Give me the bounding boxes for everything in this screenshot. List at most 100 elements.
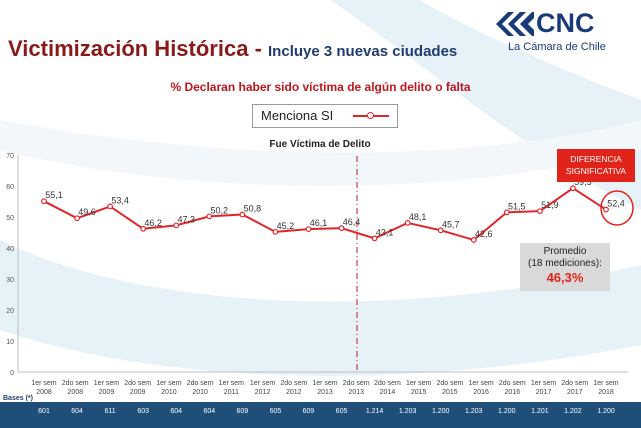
bases-label: Bases (*) [3, 395, 33, 402]
data-point [536, 208, 543, 215]
cnc-logo: CNC La Cámara de Chile [494, 8, 634, 56]
data-point [603, 206, 609, 213]
x-tick-label: 1er sem [94, 380, 119, 387]
base-value: 1.200 [597, 408, 615, 415]
x-tick-year: 2015 [442, 389, 458, 396]
legend-label: Menciona SI [261, 108, 334, 123]
base-value: 611 [105, 408, 116, 415]
base-value: 1.214 [366, 408, 384, 415]
x-tick-year: 2010 [161, 389, 177, 396]
base-value: 1.200 [498, 408, 516, 415]
badge-line-1: DIFERENCIA [570, 154, 622, 164]
y-tick-label: 70 [6, 153, 14, 160]
data-point [140, 225, 147, 232]
base-value: 1.203 [399, 408, 417, 415]
data-point [371, 235, 378, 242]
data-label: 51,5 [508, 201, 526, 211]
x-tick-label: 2do sem [561, 380, 588, 387]
x-tick-label: 2do sem [187, 380, 214, 387]
x-tick-label: 2do sem [62, 380, 89, 387]
x-tick-label: 2do sem [280, 380, 307, 387]
data-label: 49,6 [78, 207, 96, 217]
data-label: 46,2 [144, 218, 162, 228]
base-value: 609 [303, 408, 315, 415]
data-label: 48,1 [409, 212, 427, 222]
y-tick-label: 20 [6, 308, 14, 315]
x-tick-label: 2do sem [374, 380, 401, 387]
data-point [173, 222, 180, 229]
data-label: 45,7 [442, 219, 460, 229]
x-tick-label: 2do sem [436, 380, 463, 387]
logo-tagline: La Cámara de Chile [508, 41, 606, 53]
y-tick-label: 30 [6, 277, 14, 284]
x-tick-year: 2012 [286, 389, 302, 396]
base-value: 605 [336, 408, 348, 415]
data-point [570, 185, 576, 192]
x-tick-year: 2016 [505, 389, 521, 396]
base-value: 1.203 [465, 408, 483, 415]
x-tick-label: 1er sem [593, 380, 618, 387]
x-tick-label: 1er sem [31, 380, 56, 387]
page-title-main: Victimización Histórica - [8, 36, 269, 61]
significant-difference-badge: DIFERENCIA SIGNIFICATIVA [557, 149, 635, 182]
base-value: 605 [270, 408, 282, 415]
data-label: 55,1 [45, 190, 63, 200]
data-label: 47,3 [177, 214, 195, 224]
badge-line-2: SIGNIFICATIVA [565, 166, 627, 176]
x-tick-label: 1er sem [219, 380, 244, 387]
data-point [206, 213, 213, 220]
base-value: 1.202 [564, 408, 582, 415]
data-label: 43,1 [376, 227, 394, 237]
data-point [272, 228, 279, 235]
x-tick-year: 2010 [192, 389, 208, 396]
data-point [470, 237, 477, 243]
x-tick-year: 2014 [380, 389, 396, 396]
base-value: 601 [38, 408, 50, 415]
x-tick-label: 2do sem [343, 380, 370, 387]
x-tick-year: 2013 [348, 389, 364, 396]
bases-bar [0, 402, 641, 428]
data-label: 50,2 [211, 205, 229, 215]
base-value: 604 [170, 408, 182, 415]
x-tick-year: 2018 [598, 389, 614, 396]
x-tick-year: 2008 [36, 389, 52, 396]
x-tick-year: 2017 [536, 389, 552, 396]
data-point [338, 225, 345, 232]
base-value: 604 [71, 408, 83, 415]
data-label: 45,2 [277, 221, 295, 231]
x-tick-label: 2do sem [499, 380, 526, 387]
x-tick-year: 2013 [317, 389, 333, 396]
average-label-2: (18 mediciones): [528, 258, 602, 269]
x-tick-label: 1er sem [312, 380, 337, 387]
average-box: Promedio (18 mediciones): 46,3% [520, 243, 610, 291]
data-point [437, 227, 444, 234]
data-label: 51,9 [541, 200, 559, 210]
x-tick-year: 2011 [224, 389, 239, 396]
x-tick-label: 1er sem [156, 380, 181, 387]
data-label: 50,8 [244, 204, 262, 214]
base-value: 1.200 [432, 408, 450, 415]
data-label: 59,3 [574, 177, 592, 187]
series-line-menciona-si [43, 186, 607, 242]
page-title-sub: Incluye 3 nuevas ciudades [268, 43, 458, 60]
chart-legend: Menciona SI [252, 104, 398, 128]
x-tick-year: 2016 [473, 389, 489, 396]
data-label: 42,6 [475, 229, 493, 239]
x-tick-year: 2008 [67, 389, 83, 396]
x-tick-label: 1er sem [531, 380, 556, 387]
x-tick-label: 2do sem [124, 380, 151, 387]
x-tick-label: 1er sem [406, 380, 431, 387]
average-label-1: Promedio [543, 246, 587, 257]
average-value: 46,3% [546, 270, 584, 285]
x-tick-label: 1er sem [468, 380, 493, 387]
data-label: 52,4 [607, 199, 625, 209]
y-tick-label: 10 [6, 339, 14, 346]
legend-marker-swatch [367, 112, 374, 119]
y-tick-label: 0 [10, 370, 14, 377]
chart-title: Fue Víctima de Delito [269, 139, 370, 150]
x-tick-year: 2009 [130, 389, 146, 396]
x-tick-year: 2015 [411, 389, 427, 396]
data-point [107, 203, 114, 210]
y-tick-label: 60 [6, 184, 14, 191]
